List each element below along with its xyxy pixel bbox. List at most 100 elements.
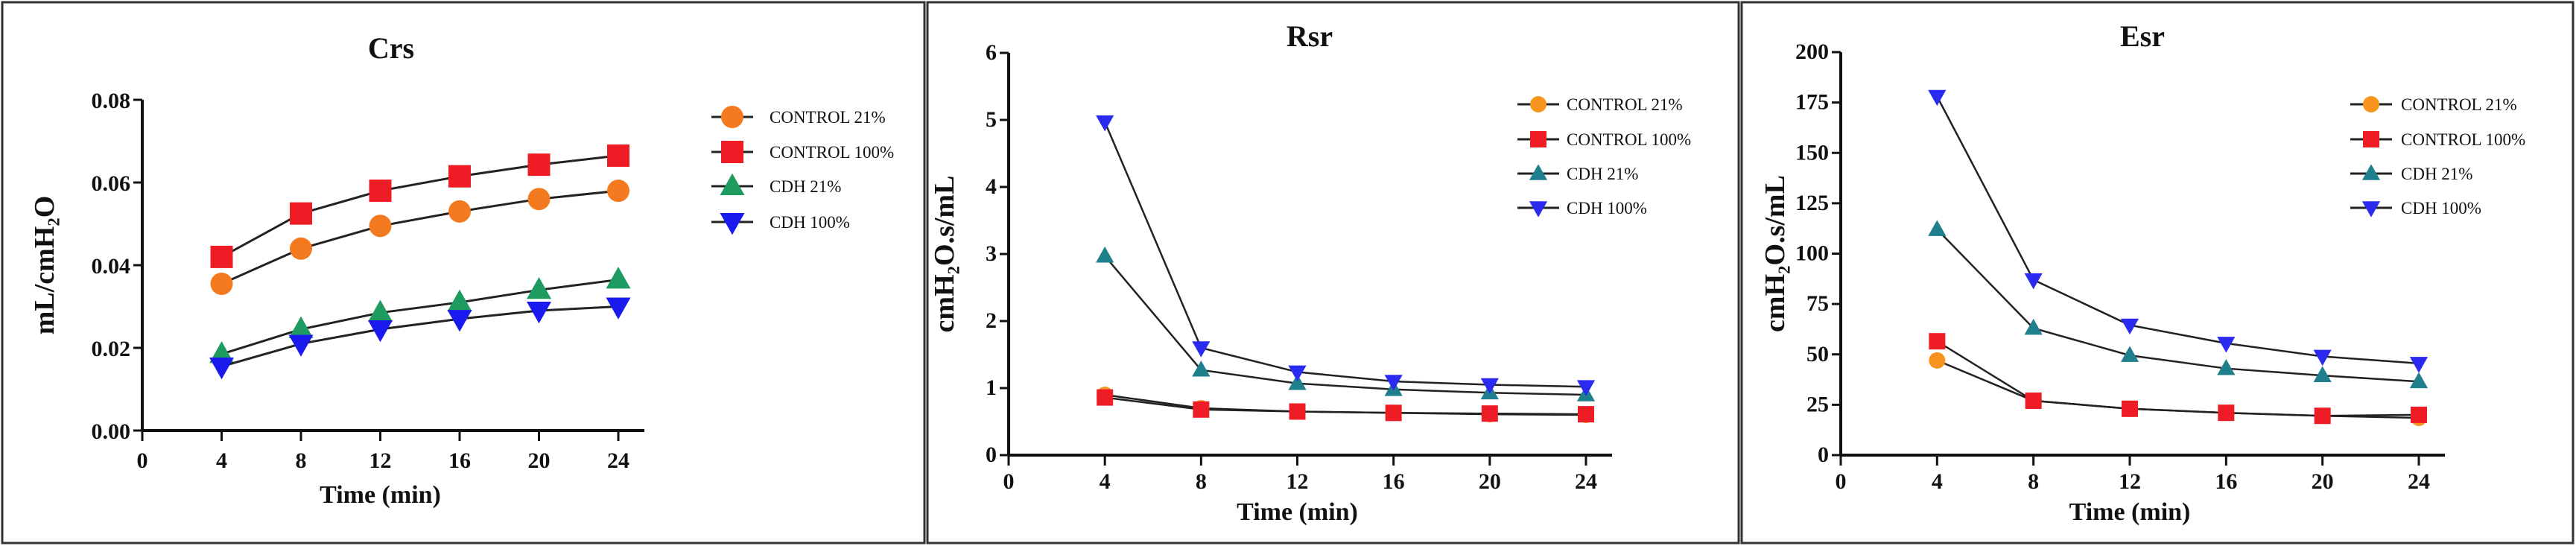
- x-tick-label: 4: [1100, 469, 1111, 494]
- data-point: [2313, 366, 2332, 382]
- chart-title: Crs: [368, 31, 414, 65]
- x-tick-label: 12: [1287, 469, 1309, 494]
- data-point: [290, 202, 312, 225]
- legend-marker: [2363, 131, 2379, 147]
- legend-marker: [1530, 131, 1546, 147]
- panel-border-esr: [1740, 1, 2575, 545]
- x-tick-label: 0: [1003, 469, 1015, 494]
- chart-esr: Esr 0 25 50 75 100 125 150 175 200 0 4 8 12 16 20 24 Time…: [1760, 19, 2525, 526]
- data-point: [288, 334, 314, 357]
- data-point: [2411, 406, 2427, 423]
- data-point: [1481, 405, 1498, 422]
- series-control-100-: [210, 144, 629, 268]
- legend-marker: [721, 141, 743, 163]
- legend-marker: [721, 106, 743, 128]
- legend-item: CONTROL 100%: [2350, 130, 2525, 149]
- x-axis-label: Time (min): [2069, 498, 2191, 526]
- data-point: [447, 289, 472, 311]
- legend-item: CDH 21%: [2350, 164, 2472, 183]
- y-axis-label: cmH₂O.s/mL: [929, 176, 960, 333]
- data-point: [1928, 220, 1947, 236]
- y-axis-label: cmH₂O.s/mL: [1760, 175, 1791, 332]
- legend-marker: [2361, 201, 2381, 218]
- data-point: [1193, 401, 1210, 418]
- y-tick-label: 0.02: [92, 337, 131, 361]
- series-cdh-100-: [209, 297, 631, 380]
- chart-title: Esr: [2120, 19, 2165, 53]
- data-point: [607, 180, 629, 203]
- x-tick-label: 4: [216, 448, 227, 473]
- data-point: [448, 200, 471, 223]
- y-tick-label: 75: [1806, 291, 1829, 316]
- legend-marker: [720, 213, 745, 235]
- data-point: [1192, 341, 1211, 358]
- legend-label: CONTROL 21%: [2401, 95, 2517, 114]
- y-tick-label: 200: [1795, 39, 1829, 64]
- data-point: [368, 299, 393, 322]
- legend-item: CDH 100%: [711, 213, 850, 235]
- y-tick-label: 0.00: [92, 419, 131, 444]
- data-point: [1384, 375, 1403, 391]
- series-control-100-: [1929, 333, 2427, 425]
- data-point: [2409, 372, 2429, 389]
- data-point: [447, 310, 472, 332]
- data-point: [1192, 361, 1211, 377]
- legend-label: CDH 21%: [1567, 165, 1638, 183]
- x-tick-label: 16: [1383, 469, 1405, 494]
- data-point: [369, 215, 392, 238]
- data-point: [2120, 318, 2139, 335]
- x-tick-label: 8: [2028, 469, 2039, 494]
- legend-item: CONTROL 100%: [1517, 130, 1691, 149]
- series-cdh-100-: [1928, 89, 2429, 373]
- legend-label: CONTROL 21%: [770, 108, 886, 127]
- data-point: [1385, 404, 1402, 422]
- x-axis-label: Time (min): [1237, 498, 1358, 526]
- y-tick-label: 3: [986, 241, 997, 266]
- data-point: [448, 165, 471, 188]
- legend-item: CDH 21%: [711, 173, 841, 196]
- data-point: [2025, 392, 2042, 409]
- y-axis-label: mL/cmH₂O: [29, 196, 60, 335]
- y-tick-label: 0.06: [92, 171, 131, 196]
- legend-marker: [1529, 201, 1548, 218]
- data-point: [527, 188, 551, 211]
- legend-label: CDH 100%: [1567, 199, 1647, 218]
- data-point: [1928, 89, 1947, 107]
- legend-marker: [1530, 96, 1546, 112]
- series-line: [221, 305, 619, 368]
- series-control-21-: [1097, 387, 1594, 423]
- x-tick-label: 24: [1575, 469, 1597, 494]
- x-tick-label: 0: [1836, 469, 1847, 494]
- data-point: [2024, 273, 2043, 290]
- x-tick-label: 20: [1479, 469, 1501, 494]
- x-tick-label: 4: [1932, 469, 1943, 494]
- data-point: [1929, 352, 1946, 369]
- x-tick-label: 16: [2215, 469, 2237, 494]
- series-cdh-21-: [1928, 220, 2429, 389]
- y-tick-label: 0: [986, 442, 997, 467]
- data-point: [2122, 400, 2138, 417]
- x-tick-label: 12: [2119, 469, 2141, 494]
- data-point: [2217, 337, 2236, 353]
- data-point: [1480, 378, 1499, 395]
- legend-label: CONTROL 100%: [1567, 130, 1691, 149]
- series-line: [221, 189, 619, 285]
- y-tick-label: 0.04: [92, 254, 131, 279]
- legend-label: CDH 21%: [770, 177, 841, 196]
- series-line: [1936, 340, 2420, 417]
- series-line: [221, 154, 619, 258]
- data-point: [1288, 365, 1307, 382]
- x-tick-label: 16: [448, 448, 471, 473]
- x-tick-label: 12: [369, 448, 392, 473]
- legend-label: CDH 100%: [2401, 199, 2481, 218]
- y-tick-label: 5: [986, 107, 997, 132]
- data-point: [210, 272, 233, 295]
- data-point: [1289, 403, 1306, 420]
- series-line: [1105, 396, 1587, 416]
- data-point: [209, 357, 234, 380]
- legend-label: CDH 21%: [2401, 165, 2472, 183]
- panel-border-crs: [1, 1, 926, 545]
- y-tick-label: 50: [1806, 342, 1829, 366]
